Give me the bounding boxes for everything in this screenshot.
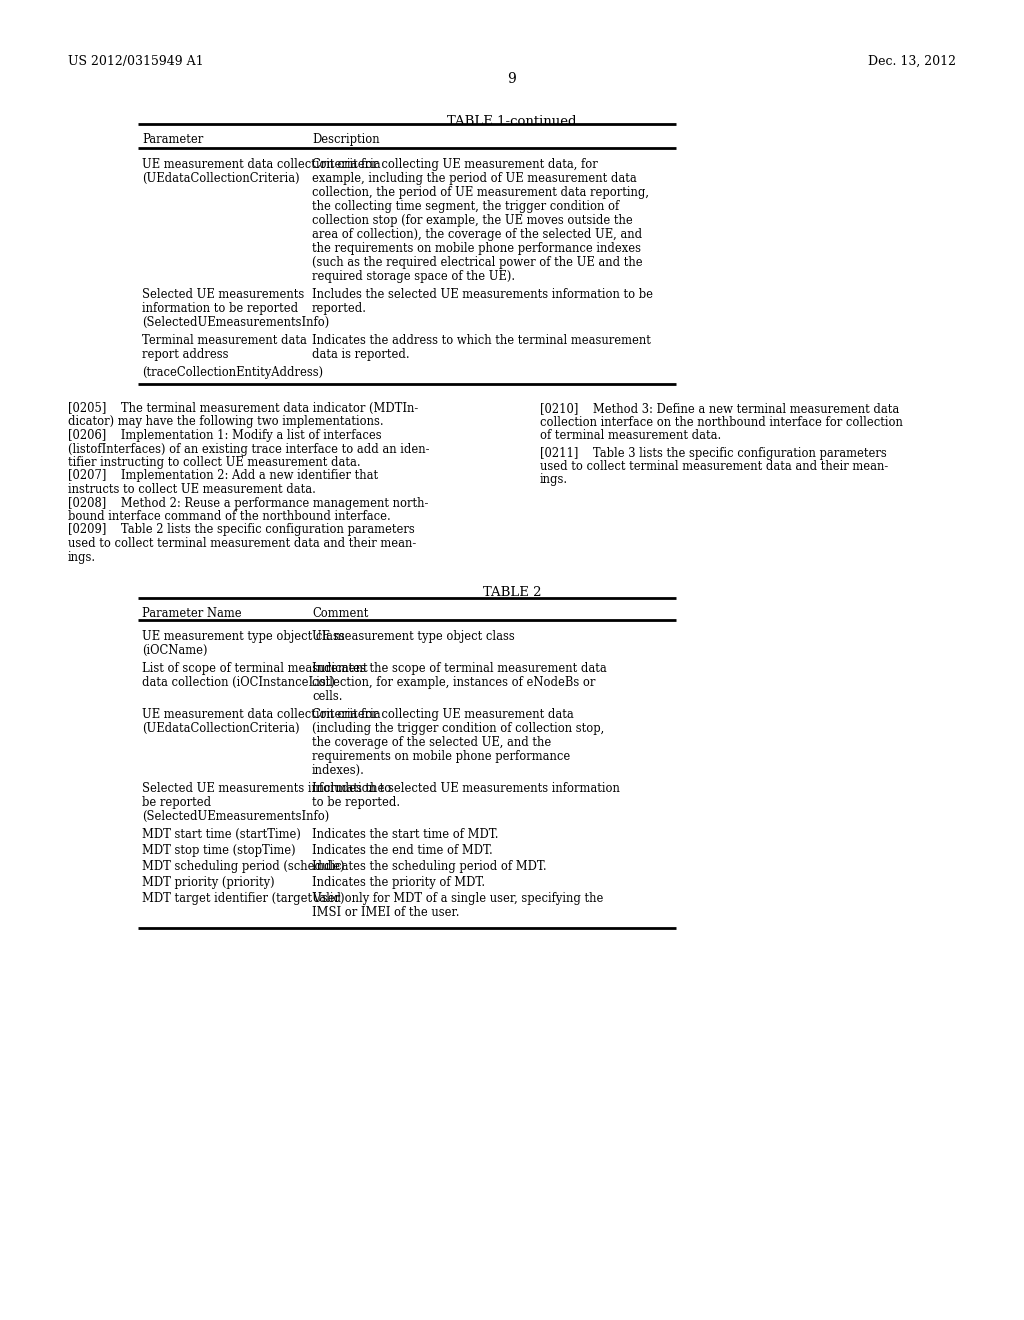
- Text: [0205]    The terminal measurement data indicator (MDTIn-: [0205] The terminal measurement data ind…: [68, 403, 418, 414]
- Text: area of collection), the coverage of the selected UE, and: area of collection), the coverage of the…: [312, 228, 642, 242]
- Text: Indicates the start time of MDT.: Indicates the start time of MDT.: [312, 828, 499, 841]
- Text: Indicates the scope of terminal measurement data: Indicates the scope of terminal measurem…: [312, 663, 607, 675]
- Text: Parameter Name: Parameter Name: [142, 607, 242, 620]
- Text: Selected UE measurements: Selected UE measurements: [142, 288, 304, 301]
- Text: Criteria for collecting UE measurement data, for: Criteria for collecting UE measurement d…: [312, 158, 598, 172]
- Text: (such as the required electrical power of the UE and the: (such as the required electrical power o…: [312, 256, 643, 269]
- Text: MDT stop time (stopTime): MDT stop time (stopTime): [142, 843, 296, 857]
- Text: indexes).: indexes).: [312, 764, 365, 777]
- Text: Description: Description: [312, 133, 380, 147]
- Text: Indicates the address to which the terminal measurement: Indicates the address to which the termi…: [312, 334, 651, 347]
- Text: Dec. 13, 2012: Dec. 13, 2012: [868, 55, 956, 69]
- Text: [0206]    Implementation 1: Modify a list of interfaces: [0206] Implementation 1: Modify a list o…: [68, 429, 382, 442]
- Text: ings.: ings.: [68, 550, 96, 564]
- Text: the coverage of the selected UE, and the: the coverage of the selected UE, and the: [312, 737, 551, 748]
- Text: Includes the selected UE measurements information to be: Includes the selected UE measurements in…: [312, 288, 653, 301]
- Text: Valid only for MDT of a single user, specifying the: Valid only for MDT of a single user, spe…: [312, 892, 603, 906]
- Text: [0211]    Table 3 lists the specific configuration parameters: [0211] Table 3 lists the specific config…: [540, 446, 887, 459]
- Text: used to collect terminal measurement data and their mean-: used to collect terminal measurement dat…: [68, 537, 416, 550]
- Text: Criteria for collecting UE measurement data: Criteria for collecting UE measurement d…: [312, 708, 573, 721]
- Text: requirements on mobile phone performance: requirements on mobile phone performance: [312, 750, 570, 763]
- Text: TABLE 2: TABLE 2: [482, 586, 542, 599]
- Text: IMSI or IMEI of the user.: IMSI or IMEI of the user.: [312, 906, 460, 919]
- Text: cells.: cells.: [312, 690, 342, 704]
- Text: Parameter: Parameter: [142, 133, 203, 147]
- Text: instructs to collect UE measurement data.: instructs to collect UE measurement data…: [68, 483, 315, 496]
- Text: example, including the period of UE measurement data: example, including the period of UE meas…: [312, 172, 637, 185]
- Text: TABLE 1-continued: TABLE 1-continued: [447, 115, 577, 128]
- Text: to be reported.: to be reported.: [312, 796, 400, 809]
- Text: Comment: Comment: [312, 607, 369, 620]
- Text: the requirements on mobile phone performance indexes: the requirements on mobile phone perform…: [312, 242, 641, 255]
- Text: (listofInterfaces) of an existing trace interface to add an iden-: (listofInterfaces) of an existing trace …: [68, 442, 429, 455]
- Text: UE measurement data collection criteria: UE measurement data collection criteria: [142, 158, 381, 172]
- Text: collection, the period of UE measurement data reporting,: collection, the period of UE measurement…: [312, 186, 649, 199]
- Text: collection interface on the northbound interface for collection: collection interface on the northbound i…: [540, 416, 903, 429]
- Text: MDT target identifier (targetUser): MDT target identifier (targetUser): [142, 892, 345, 906]
- Text: (traceCollectionEntityAddress): (traceCollectionEntityAddress): [142, 366, 324, 379]
- Text: ings.: ings.: [540, 474, 568, 487]
- Text: UE measurement data collection criteria: UE measurement data collection criteria: [142, 708, 381, 721]
- Text: MDT scheduling period (schedule): MDT scheduling period (schedule): [142, 861, 344, 873]
- Text: reported.: reported.: [312, 302, 367, 315]
- Text: of terminal measurement data.: of terminal measurement data.: [540, 429, 721, 442]
- Text: (SelectedUEmeasurementsInfo): (SelectedUEmeasurementsInfo): [142, 315, 330, 329]
- Text: be reported: be reported: [142, 796, 211, 809]
- Text: used to collect terminal measurement data and their mean-: used to collect terminal measurement dat…: [540, 459, 888, 473]
- Text: collection stop (for example, the UE moves outside the: collection stop (for example, the UE mov…: [312, 214, 633, 227]
- Text: bound interface command of the northbound interface.: bound interface command of the northboun…: [68, 510, 391, 523]
- Text: [0210]    Method 3: Define a new terminal measurement data: [0210] Method 3: Define a new terminal m…: [540, 403, 899, 414]
- Text: List of scope of terminal measurement: List of scope of terminal measurement: [142, 663, 368, 675]
- Text: 9: 9: [508, 73, 516, 86]
- Text: [0209]    Table 2 lists the specific configuration parameters: [0209] Table 2 lists the specific config…: [68, 524, 415, 536]
- Text: MDT start time (startTime): MDT start time (startTime): [142, 828, 301, 841]
- Text: the collecting time segment, the trigger condition of: the collecting time segment, the trigger…: [312, 201, 620, 213]
- Text: Indicates the end time of MDT.: Indicates the end time of MDT.: [312, 843, 493, 857]
- Text: (UEdataCollectionCriteria): (UEdataCollectionCriteria): [142, 172, 300, 185]
- Text: US 2012/0315949 A1: US 2012/0315949 A1: [68, 55, 204, 69]
- Text: collection, for example, instances of eNodeBs or: collection, for example, instances of eN…: [312, 676, 595, 689]
- Text: (including the trigger condition of collection stop,: (including the trigger condition of coll…: [312, 722, 604, 735]
- Text: required storage space of the UE).: required storage space of the UE).: [312, 271, 515, 282]
- Text: Indicates the scheduling period of MDT.: Indicates the scheduling period of MDT.: [312, 861, 547, 873]
- Text: information to be reported: information to be reported: [142, 302, 298, 315]
- Text: dicator) may have the following two implementations.: dicator) may have the following two impl…: [68, 416, 384, 429]
- Text: data collection (iOCInstanceList): data collection (iOCInstanceList): [142, 676, 335, 689]
- Text: tifier instructing to collect UE measurement data.: tifier instructing to collect UE measure…: [68, 455, 360, 469]
- Text: (SelectedUEmeasurementsInfo): (SelectedUEmeasurementsInfo): [142, 810, 330, 822]
- Text: Selected UE measurements information to: Selected UE measurements information to: [142, 781, 391, 795]
- Text: UE measurement type object class: UE measurement type object class: [142, 630, 345, 643]
- Text: Indicates the priority of MDT.: Indicates the priority of MDT.: [312, 876, 485, 888]
- Text: [0207]    Implementation 2: Add a new identifier that: [0207] Implementation 2: Add a new ident…: [68, 470, 378, 483]
- Text: report address: report address: [142, 348, 228, 360]
- Text: Includes the selected UE measurements information: Includes the selected UE measurements in…: [312, 781, 620, 795]
- Text: UE measurement type object class: UE measurement type object class: [312, 630, 515, 643]
- Text: Terminal measurement data: Terminal measurement data: [142, 334, 307, 347]
- Text: (UEdataCollectionCriteria): (UEdataCollectionCriteria): [142, 722, 300, 735]
- Text: (iOCName): (iOCName): [142, 644, 208, 657]
- Text: data is reported.: data is reported.: [312, 348, 410, 360]
- Text: [0208]    Method 2: Reuse a performance management north-: [0208] Method 2: Reuse a performance man…: [68, 496, 428, 510]
- Text: MDT priority (priority): MDT priority (priority): [142, 876, 274, 888]
